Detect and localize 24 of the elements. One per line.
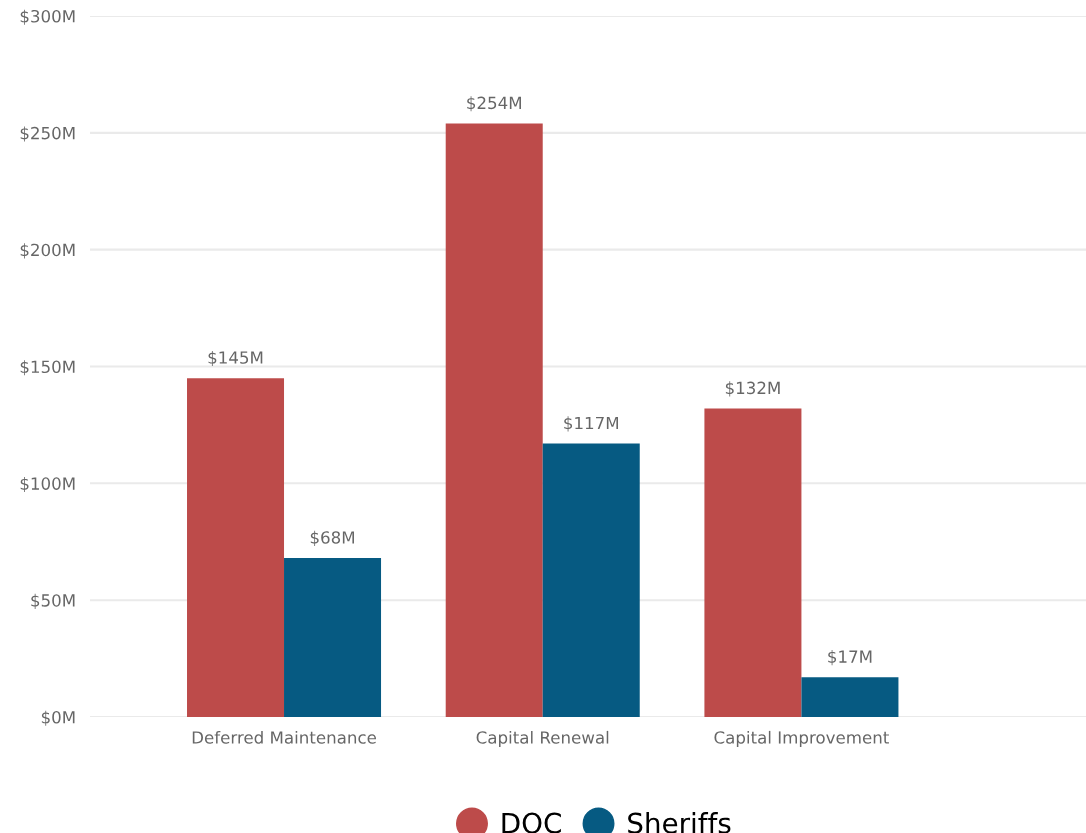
bar bbox=[542, 443, 640, 717]
x-tick-label: Capital Renewal bbox=[476, 730, 609, 748]
y-tick-label: $300M bbox=[20, 9, 75, 25]
legend-label: Sheriffs bbox=[628, 812, 731, 833]
bar bbox=[445, 123, 543, 717]
data-label: $117M bbox=[564, 416, 618, 432]
y-tick-label: $0M bbox=[41, 710, 75, 726]
y-tick-label: $250M bbox=[20, 126, 75, 142]
x-tick-label: Deferred Maintenance bbox=[192, 730, 376, 744]
legend-label: DOC bbox=[502, 812, 561, 833]
bar bbox=[187, 378, 285, 717]
bar bbox=[801, 677, 899, 717]
bar bbox=[704, 408, 802, 717]
y-tick-label: $100M bbox=[20, 477, 75, 493]
bar bbox=[284, 558, 382, 717]
data-label: $145M bbox=[208, 350, 263, 367]
data-label: $17M bbox=[828, 650, 872, 666]
data-label: $132M bbox=[725, 381, 780, 397]
data-label: $254M bbox=[467, 96, 521, 112]
x-tick-label: Capital Improvement bbox=[714, 730, 889, 748]
y-tick-label: $200M bbox=[20, 243, 75, 259]
data-label: $68M bbox=[310, 530, 354, 546]
y-tick-label: $150M bbox=[20, 360, 75, 376]
y-tick-label: $50M bbox=[31, 593, 75, 609]
